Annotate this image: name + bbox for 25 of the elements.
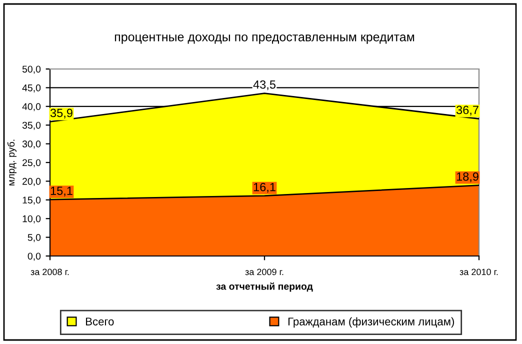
x-tick-label: за 2008 г. <box>30 268 69 276</box>
y-tick-label: 15,0 <box>22 196 41 205</box>
data-label: 43,5 <box>253 80 276 90</box>
y-tick-label: 50,0 <box>22 66 41 74</box>
data-label: 15,1 <box>50 186 72 196</box>
y-tick-label: 25,0 <box>22 159 41 168</box>
legend-label: Всего <box>86 318 114 326</box>
y-tick-label: 35,0 <box>22 122 41 130</box>
x-axis-title: за отчетный период <box>216 282 313 292</box>
y-tick-label: 0,0 <box>28 252 41 261</box>
data-label: 18,9 <box>456 172 478 182</box>
y-tick-label: 20,0 <box>22 178 41 186</box>
y-tick-label: 5,0 <box>28 234 41 242</box>
y-tick-label: 40,0 <box>22 103 41 112</box>
x-tick-label: за 2010 г. <box>460 268 498 276</box>
chart-title: процентные доходы по предоставленным кредитам <box>114 34 414 44</box>
x-tick-label: за 2009 г. <box>245 268 284 276</box>
y-axis-title: млрд. руб. <box>7 140 16 186</box>
y-tick-label: 30,0 <box>22 140 41 149</box>
data-label: 35,9 <box>50 108 72 119</box>
data-label: 36,7 <box>456 106 478 116</box>
data-label: 16,1 <box>254 182 276 193</box>
y-tick-label: 45,0 <box>22 84 41 92</box>
y-tick-label: 10,0 <box>22 215 41 224</box>
legend-label: Гражданам (физическим лицам) <box>288 317 454 328</box>
